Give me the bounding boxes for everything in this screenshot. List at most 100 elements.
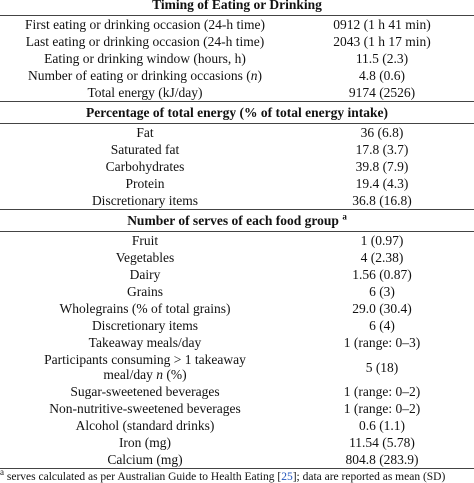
row-label: Number of eating or drinking occasions (… bbox=[0, 67, 290, 84]
table-row: Iron (mg) 11.54 (5.78) bbox=[0, 434, 474, 451]
row-value: 9174 (2526) bbox=[290, 84, 474, 102]
row-value: 6 (3) bbox=[290, 283, 474, 300]
label-text: Discretionary items bbox=[91, 193, 199, 208]
label-part: Participants consuming > 1 takeaway meal… bbox=[44, 352, 246, 382]
row-label: Grains bbox=[0, 283, 290, 300]
value-text: 4.8 (0.6) bbox=[358, 68, 406, 83]
row-label: Protein bbox=[0, 175, 290, 192]
row-label: Iron (mg) bbox=[0, 434, 290, 451]
label-text: Carbohydrates bbox=[105, 159, 185, 174]
row-label: Dairy bbox=[0, 266, 290, 283]
row-value: 0912 (1 h 41 min) bbox=[290, 16, 474, 34]
table-row: Participants consuming > 1 takeaway meal… bbox=[0, 351, 474, 383]
footnote-text: serves calculated as per Australian Guid… bbox=[6, 471, 282, 483]
value-text: 1 (range: 0–2) bbox=[343, 401, 421, 416]
label-text: Non-nutritive-sweetened beverages bbox=[49, 401, 241, 416]
row-value: 39.8 (7.9) bbox=[290, 158, 474, 175]
table-row: Last eating or drinking occasion (24-h t… bbox=[0, 33, 474, 50]
value-text: 2043 (1 h 17 min) bbox=[333, 34, 431, 49]
row-label: Fat bbox=[0, 124, 290, 142]
label-text: Total energy (kJ/day) bbox=[87, 85, 203, 100]
table-row: Discretionary items 36.8 (16.8) bbox=[0, 192, 474, 210]
table-row: Wholegrains (% of total grains) 29.0 (30.… bbox=[0, 300, 474, 317]
row-value: 5 (18) bbox=[290, 351, 474, 383]
value-text: 19.4 (4.3) bbox=[355, 176, 409, 191]
section-header-row: Timing of Eating or Drinking bbox=[0, 0, 474, 16]
value-text: 36.8 (16.8) bbox=[352, 193, 412, 208]
table-row: Total energy (kJ/day) 9174 (2526) bbox=[0, 84, 474, 102]
label-text: Wholegrains (% of total grains) bbox=[59, 301, 231, 316]
label-part: n bbox=[156, 367, 163, 382]
value-text: 6 (4) bbox=[369, 318, 395, 333]
row-value: 1 (range: 0–2) bbox=[290, 383, 474, 400]
value-text: 9174 (2526) bbox=[348, 85, 416, 100]
row-label: Saturated fat bbox=[0, 141, 290, 158]
row-label: Participants consuming > 1 takeaway meal… bbox=[0, 351, 290, 383]
row-label: Fruit bbox=[0, 232, 290, 250]
table-row: Vegetables 4 (2.38) bbox=[0, 249, 474, 266]
table-row: Discretionary items 6 (4) bbox=[0, 317, 474, 334]
value-text: 1 (0.97) bbox=[360, 233, 404, 248]
label-part: n bbox=[250, 68, 258, 83]
row-label: Wholegrains (% of total grains) bbox=[0, 300, 290, 317]
label-text: First eating or drinking occasion (24-h … bbox=[25, 17, 265, 32]
label-text: Last eating or drinking occasion (24-h t… bbox=[25, 34, 265, 49]
section-header-row: Percentage of total energy (% of total e… bbox=[0, 101, 474, 124]
table-row: Carbohydrates 39.8 (7.9) bbox=[0, 158, 474, 175]
table-row: Dairy 1.56 (0.87) bbox=[0, 266, 474, 283]
table-row: First eating or drinking occasion (24-h … bbox=[0, 16, 474, 34]
label-text: Fat bbox=[136, 125, 154, 140]
section-header: Number of serves of each food group a bbox=[0, 209, 474, 232]
table-row: Fruit 1 (0.97) bbox=[0, 232, 474, 250]
row-value: 19.4 (4.3) bbox=[290, 175, 474, 192]
label-text: Vegetables bbox=[115, 250, 175, 265]
section-title: Number of serves of each food group bbox=[127, 213, 339, 228]
row-value: 6 (4) bbox=[290, 317, 474, 334]
row-value: 1 (range: 0–2) bbox=[290, 400, 474, 417]
row-value: 17.8 (3.7) bbox=[290, 141, 474, 158]
label-part: ) bbox=[257, 68, 262, 83]
row-label: Vegetables bbox=[0, 249, 290, 266]
value-text: 11.54 (5.78) bbox=[349, 435, 415, 450]
table-row: Grains 6 (3) bbox=[0, 283, 474, 300]
table-row: Fat 36 (6.8) bbox=[0, 124, 474, 142]
value-text: 1 (range: 0–3) bbox=[343, 335, 421, 350]
value-text: 4 (2.38) bbox=[360, 250, 404, 265]
row-value: 1 (0.97) bbox=[290, 232, 474, 250]
value-text: 1 (range: 0–2) bbox=[343, 384, 421, 399]
section-header-row: Number of serves of each food group a bbox=[0, 209, 474, 232]
value-text: 11.5 (2.3) bbox=[355, 51, 409, 66]
table-row: Alcohol (standard drinks) 0.6 (1.1) bbox=[0, 417, 474, 434]
value-text: 5 (18) bbox=[365, 359, 399, 375]
footnote-text: ]; data are reported as mean (SD) bbox=[292, 471, 446, 483]
section-title: Percentage of total energy (% of total e… bbox=[86, 105, 388, 120]
row-value: 36 (6.8) bbox=[290, 124, 474, 142]
value-text: 17.8 (3.7) bbox=[355, 142, 409, 157]
superscript: a bbox=[342, 211, 347, 222]
row-label: Sugar-sweetened beverages bbox=[0, 383, 290, 400]
footnote-ref[interactable]: 25 bbox=[281, 471, 293, 483]
section-header: Timing of Eating or Drinking bbox=[0, 0, 474, 16]
table-row: Eating or drinking window (hours, h) 11.5… bbox=[0, 50, 474, 67]
row-value: 4.8 (0.6) bbox=[290, 67, 474, 84]
label-text: Eating or drinking window (hours, h) bbox=[44, 51, 246, 66]
row-value: 4 (2.38) bbox=[290, 249, 474, 266]
label-text: Dairy bbox=[129, 267, 161, 282]
table-row: Non-nutritive-sweetened beverages 1 (rang… bbox=[0, 400, 474, 417]
label-wrap: Participants consuming > 1 takeaway meal… bbox=[23, 352, 268, 382]
label-part: Number of eating or drinking occasions ( bbox=[28, 68, 251, 83]
row-value: 29.0 (30.4) bbox=[290, 300, 474, 317]
row-value: 0.6 (1.1) bbox=[290, 417, 474, 434]
row-value: 804.8 (283.9) bbox=[290, 451, 474, 468]
label-text: Iron (mg) bbox=[118, 435, 172, 450]
value-text: 36 (6.8) bbox=[360, 125, 404, 140]
label-wrap: Number of eating or drinking occasions (… bbox=[23, 68, 268, 83]
data-table: Timing of Eating or Drinking First eating… bbox=[0, 0, 474, 468]
row-label: First eating or drinking occasion (24-h … bbox=[0, 16, 290, 34]
table-row: Saturated fat 17.8 (3.7) bbox=[0, 141, 474, 158]
label-text: Takeaway meals/day bbox=[88, 335, 202, 350]
row-label: Non-nutritive-sweetened beverages bbox=[0, 400, 290, 417]
label-text: Protein bbox=[125, 176, 165, 191]
section-title: Timing of Eating or Drinking bbox=[152, 0, 322, 12]
